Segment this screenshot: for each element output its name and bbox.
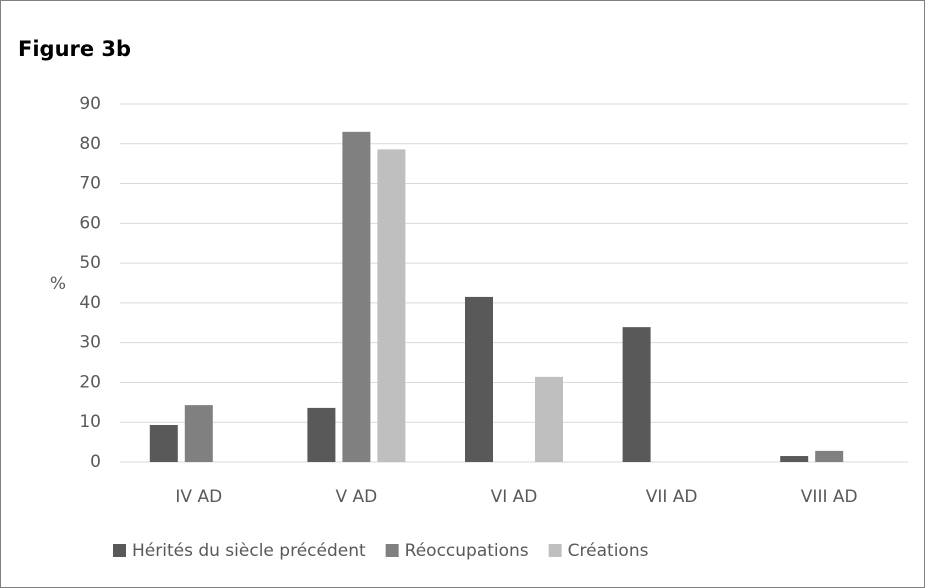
bar — [149, 425, 178, 462]
x-tick-label: V AD — [336, 487, 378, 507]
bar — [535, 376, 563, 462]
legend-swatch — [113, 544, 126, 557]
y-axis-label: % — [50, 274, 66, 294]
y-tick-label: 70 — [79, 174, 101, 194]
x-tick-label: IV AD — [175, 487, 222, 507]
legend-label: Réoccupations — [405, 541, 529, 561]
y-tick-label: 40 — [79, 293, 101, 313]
bar — [815, 450, 844, 462]
y-tick-label: 10 — [79, 412, 101, 432]
bar — [465, 296, 493, 462]
y-tick-label: 30 — [79, 333, 101, 353]
legend-label: Créations — [568, 541, 649, 561]
y-tick-label: 20 — [79, 372, 101, 392]
y-tick-label: 80 — [79, 134, 101, 154]
bar — [307, 407, 336, 462]
y-tick-label: 60 — [79, 213, 101, 233]
bar — [780, 456, 809, 462]
x-tick-label: VI AD — [491, 487, 538, 507]
chart-title: Figure 3b — [18, 37, 131, 61]
y-tick-label: 50 — [79, 253, 101, 273]
bar — [342, 131, 371, 462]
legend-swatch — [385, 544, 399, 557]
bar — [184, 405, 213, 462]
y-tick-label: 0 — [90, 452, 101, 472]
x-tick-label: VIII AD — [801, 487, 858, 507]
x-tick-label: VII AD — [646, 487, 698, 507]
legend-label: Hérités du siècle précédent — [132, 541, 366, 561]
bar — [622, 327, 651, 462]
bar — [377, 149, 406, 462]
y-tick-label: 90 — [79, 94, 101, 114]
legend-swatch — [548, 544, 562, 557]
